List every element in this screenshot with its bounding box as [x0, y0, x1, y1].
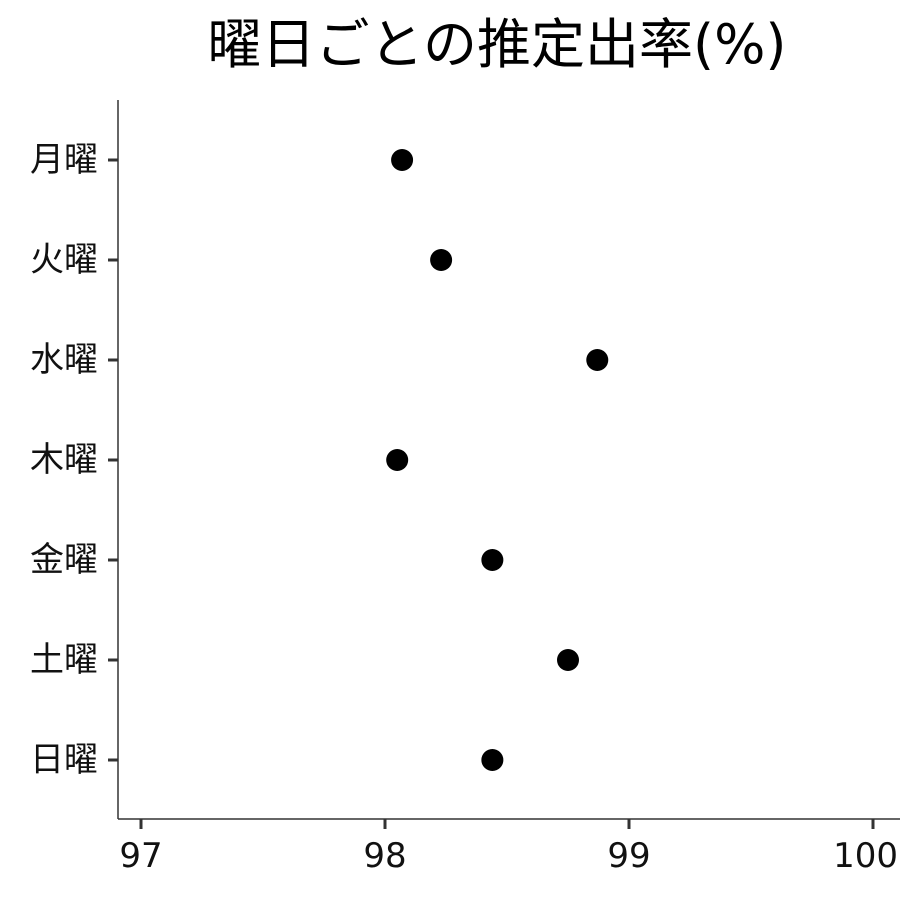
y-tick-label: 土曜 [30, 640, 98, 680]
x-tick-label: 97 [119, 836, 162, 876]
y-tick-label: 火曜 [30, 240, 98, 280]
chart-title: 曜日ごとの推定出率(%) [208, 13, 787, 76]
data-point [391, 149, 414, 171]
x-tick-label: 98 [363, 836, 406, 876]
y-tick-label: 木曜 [30, 440, 98, 480]
data-point [430, 249, 453, 271]
x-axis: 97 98 99 100 [119, 819, 898, 876]
data-point [386, 449, 409, 471]
data-point [481, 749, 504, 771]
y-tick-label: 月曜 [30, 140, 98, 180]
y-tick-label: 日曜 [30, 740, 98, 780]
data-point [586, 349, 609, 371]
y-tick-label: 金曜 [30, 540, 98, 580]
data-point [481, 549, 504, 571]
y-tick-label: 水曜 [30, 340, 98, 380]
x-tick-label: 100 [833, 836, 898, 876]
x-tick-label: 99 [607, 836, 650, 876]
data-point [557, 649, 579, 671]
data-points [386, 149, 609, 771]
